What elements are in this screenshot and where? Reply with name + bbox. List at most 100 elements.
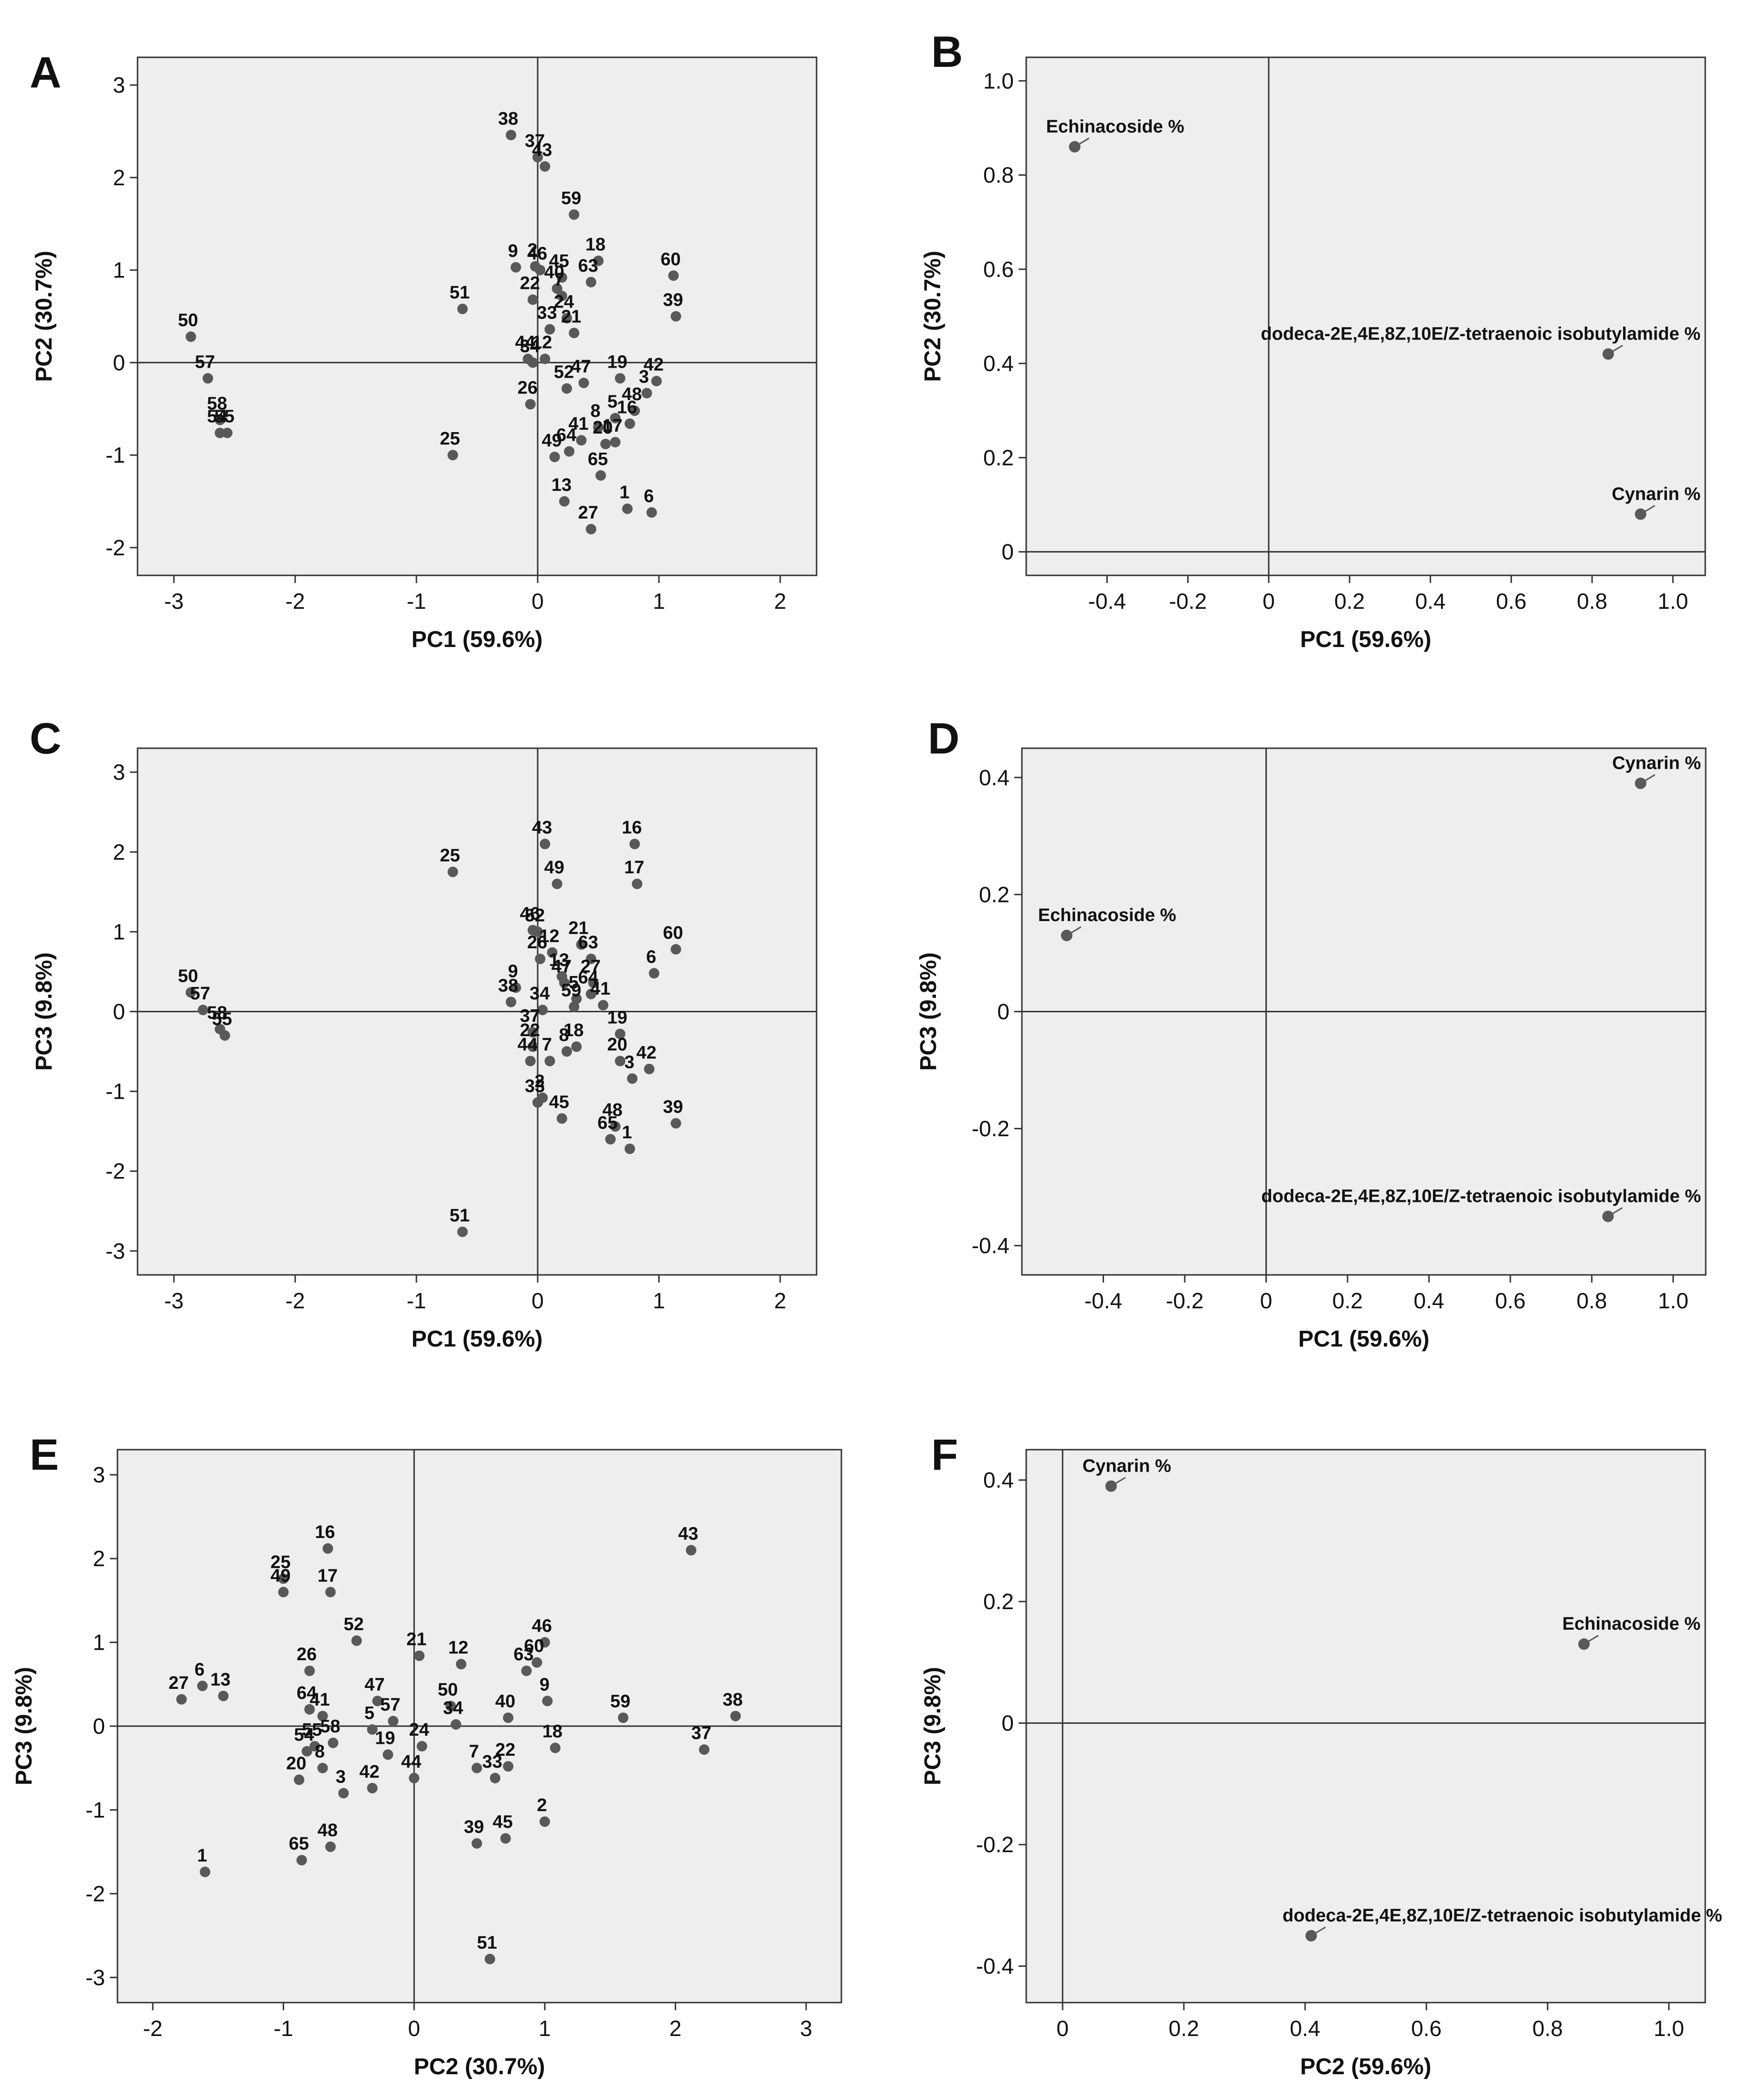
data-point [556, 1113, 567, 1124]
point-label: 1 [622, 1123, 632, 1143]
loading-label: Echinacoside % [1562, 1614, 1700, 1634]
point-label: 49 [542, 431, 562, 451]
point-label: 64 [556, 425, 576, 445]
y-tick-label: 0 [113, 999, 125, 1024]
data-point [317, 1762, 328, 1773]
y-tick-label: 0.2 [979, 882, 1009, 907]
point-label: 43 [532, 140, 552, 160]
point-label: 22 [520, 274, 540, 294]
point-label: 3 [624, 1052, 634, 1072]
data-point [527, 357, 538, 368]
x-tick-label: -3 [164, 589, 184, 614]
data-point [615, 373, 626, 384]
data-point [540, 838, 551, 849]
point-label: 52 [344, 1614, 364, 1634]
point-label: 51 [449, 1206, 469, 1226]
point-label: 60 [660, 249, 680, 269]
point-label: 17 [602, 416, 622, 436]
data-point [527, 1027, 538, 1038]
point-label: 48 [602, 1100, 622, 1120]
point-label: 63 [578, 933, 598, 953]
point-label: 41 [568, 414, 588, 434]
data-point [531, 1657, 542, 1668]
point-label: 3 [639, 367, 649, 387]
point-label: 46 [527, 244, 547, 264]
label-leader [1310, 1926, 1326, 1937]
x-tick-label: 0.6 [1495, 1288, 1526, 1313]
data-point [699, 1744, 710, 1755]
y-tick-label: -3 [106, 1239, 125, 1263]
point-label: 5 [569, 973, 579, 993]
data-point [503, 1761, 514, 1772]
point-label: 43 [532, 818, 552, 838]
data-point [563, 446, 574, 457]
panel-label: C [30, 714, 61, 763]
point-label: 45 [549, 251, 569, 271]
data-point [559, 496, 570, 507]
y-tick-label: -1 [106, 443, 125, 467]
point-label: 24 [409, 1720, 429, 1740]
data-point [550, 1742, 561, 1753]
data-point [569, 209, 580, 220]
y-tick-label: -0.4 [972, 1233, 1009, 1258]
x-axis-title: PC1 (59.6%) [1298, 1326, 1430, 1352]
data-point [278, 1587, 289, 1598]
data-point [595, 470, 606, 481]
data-point [537, 1092, 548, 1103]
point-label: 26 [527, 933, 547, 953]
y-axis-title: PC2 (30.7%) [32, 251, 57, 382]
point-label: 60 [524, 1636, 544, 1656]
x-tick-label: 0.8 [1577, 589, 1607, 614]
point-label: 59 [610, 1691, 630, 1711]
point-label: 21 [406, 1630, 426, 1650]
data-point [445, 1700, 456, 1711]
data-point [457, 1226, 468, 1237]
point-label: 6 [194, 1660, 204, 1680]
point-label: 37 [691, 1723, 712, 1743]
x-tick-label: 1 [653, 589, 665, 614]
data-point [552, 283, 563, 294]
x-tick-label: 0 [531, 589, 544, 614]
data-point [535, 954, 546, 965]
point-label: 63 [578, 256, 598, 276]
point-label: 9 [508, 961, 518, 981]
point-label: 40 [495, 1691, 515, 1711]
point-label: 17 [624, 858, 644, 878]
point-label: 47 [552, 956, 572, 976]
point-label: 55 [302, 1720, 322, 1740]
point-label: 21 [561, 307, 581, 327]
data-point [598, 1000, 609, 1011]
loading-label: dodeca-2E,4E,8Z,10E/Z-tetraenoic isobuty… [1261, 1186, 1701, 1206]
data-point [556, 272, 567, 283]
data-point [559, 977, 570, 988]
label-leader [1607, 1207, 1623, 1217]
y-tick-label: 0.4 [983, 351, 1014, 376]
data-point [571, 993, 582, 1004]
point-label: 12 [448, 1638, 468, 1658]
plot-area [1025, 1449, 1706, 2004]
data-point [198, 1005, 209, 1016]
data-point [322, 1543, 333, 1554]
data-point [351, 1635, 362, 1646]
point-label: 39 [663, 1097, 683, 1117]
point-label: 51 [477, 1933, 497, 1953]
point-label: 8 [559, 1025, 569, 1045]
plot-area [137, 56, 818, 576]
data-point [585, 954, 596, 965]
point-label: 9 [540, 1675, 550, 1695]
panel-b: B -0.4 -0.2 0 0.2 0.4 0.6 0.8 1.0 0 0.2 0.4 0.6 0.8 1.… [920, 28, 1706, 652]
data-point [576, 939, 587, 950]
data-point [447, 867, 458, 878]
y-tick-label: 3 [113, 760, 125, 785]
data-point [409, 1772, 420, 1783]
point-label: 34 [530, 984, 550, 1004]
y-tick-label: -2 [85, 1881, 105, 1906]
point-label: 37 [520, 1006, 540, 1026]
x-tick-label: -1 [407, 589, 426, 614]
point-label: 50 [178, 310, 198, 330]
label-leader [1074, 138, 1090, 148]
data-point [641, 388, 652, 399]
data-point [510, 982, 521, 993]
point-label: 55 [212, 1009, 232, 1029]
point-label: 16 [315, 1522, 335, 1542]
